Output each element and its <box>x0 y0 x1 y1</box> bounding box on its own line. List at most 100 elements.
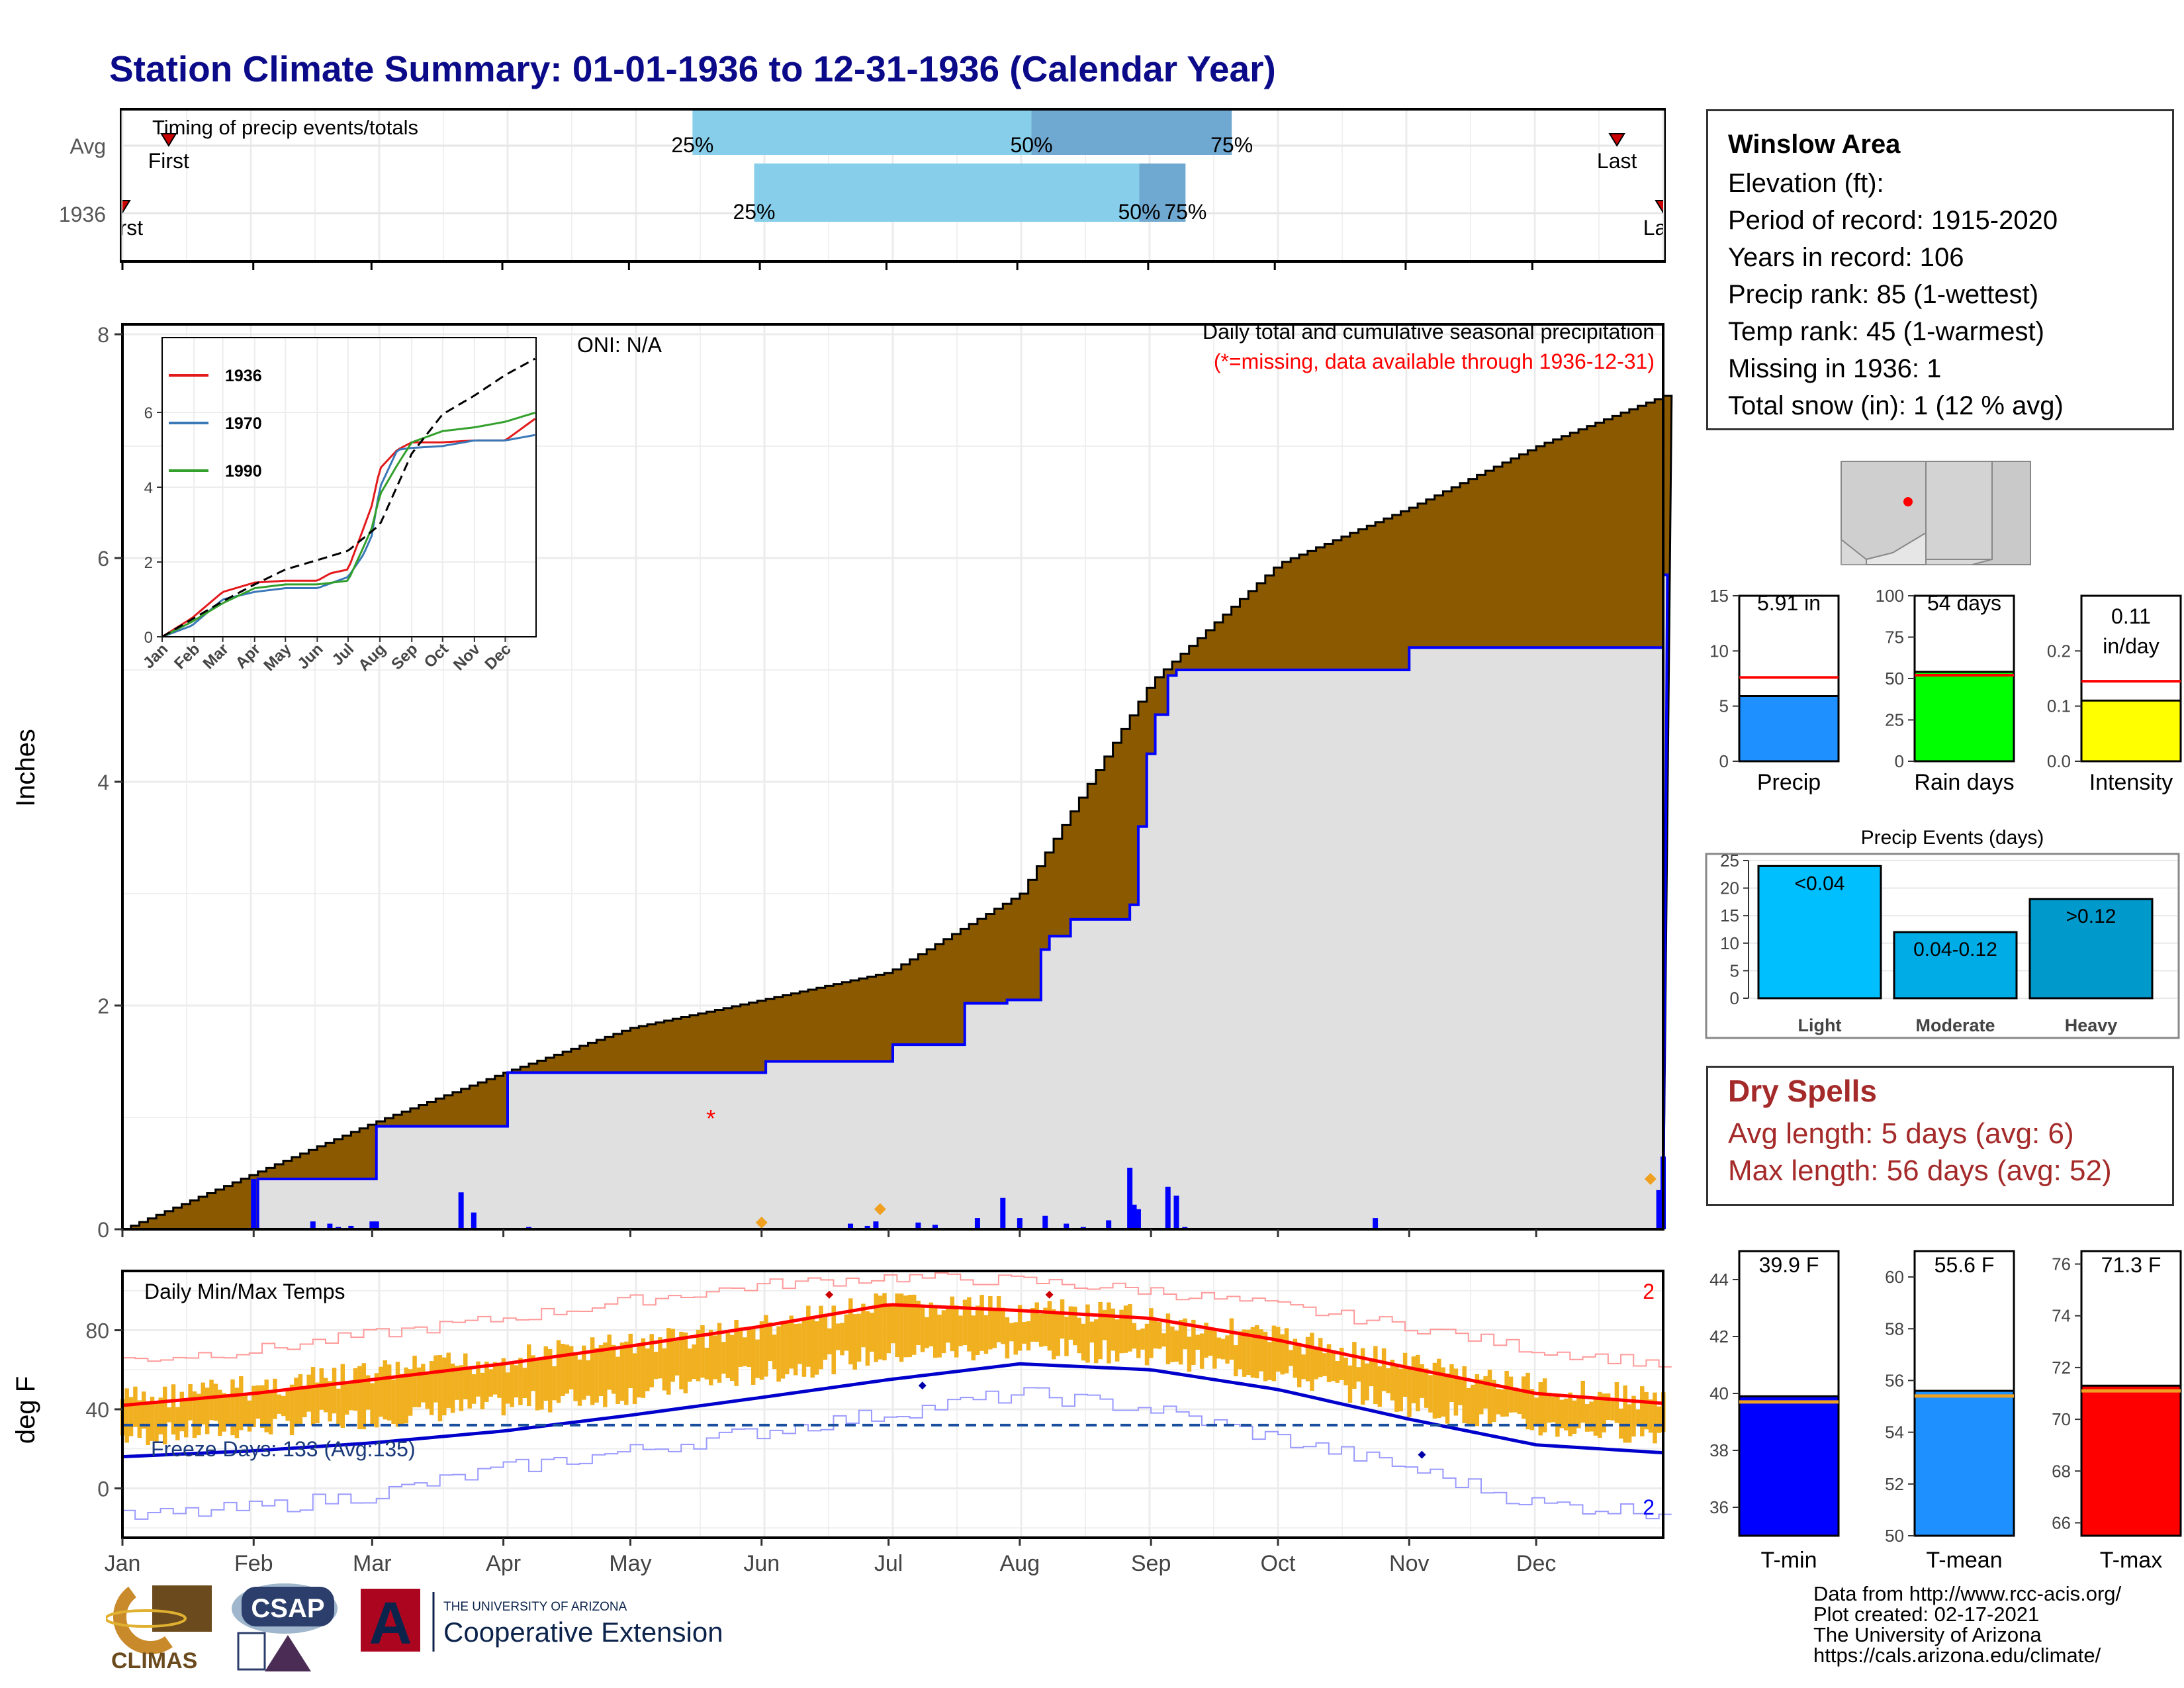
daily-temp-bar <box>294 1378 298 1427</box>
precip-ytick-label: 0 <box>97 1218 109 1242</box>
station-missing: Missing in 1936: 1 <box>1728 354 1942 383</box>
timing-row-avg-label: Avg <box>69 134 106 158</box>
daily-temp-bar <box>128 1397 134 1436</box>
inset-ytick-label: 0 <box>144 629 153 647</box>
daily-temp-bar <box>1022 1322 1026 1344</box>
daily-temp-bar <box>1107 1302 1111 1364</box>
daily-temp-bar <box>552 1366 557 1401</box>
daily-temp-bar <box>1216 1337 1221 1359</box>
tgauge-ytick-label: 58 <box>1885 1319 1904 1338</box>
tgauge-ytick-label: 44 <box>1709 1270 1729 1289</box>
daily-temp-bar <box>1420 1364 1424 1398</box>
daily-temp-bar <box>209 1380 214 1421</box>
daily-temp-bar <box>582 1345 586 1400</box>
daily-precip-bar <box>848 1223 854 1229</box>
daily-temp-bar <box>1369 1360 1374 1387</box>
daily-temp-bar <box>1187 1336 1192 1372</box>
daily-temp-bar <box>446 1352 451 1408</box>
daily-temp-bar <box>1517 1389 1522 1415</box>
timing-first-marker <box>160 133 177 147</box>
month-label: Jul <box>874 1551 903 1575</box>
daily-temp-bar <box>764 1315 768 1377</box>
daily-temp-bar <box>590 1337 595 1405</box>
precip-event-marker <box>874 1203 886 1215</box>
daily-temp-bar <box>1542 1378 1547 1432</box>
daily-temp-bar <box>979 1295 984 1351</box>
daily-temp-bar <box>1111 1308 1116 1351</box>
daily-precip-bar <box>1373 1218 1379 1229</box>
daily-temp-bar <box>1407 1368 1412 1417</box>
gauge-ytick-label: 0 <box>1895 751 1904 771</box>
daily-precip-bar <box>1000 1197 1006 1229</box>
station-name: Winslow Area <box>1728 130 1901 159</box>
daily-temp-bar <box>941 1310 946 1354</box>
daily-temp-bar <box>1165 1313 1171 1364</box>
daily-temp-bar <box>1398 1368 1403 1412</box>
ua-small-text: THE UNIVERSITY OF ARIZONA <box>443 1600 627 1614</box>
daily-temp-bar <box>349 1380 353 1411</box>
daily-temp-bar <box>1411 1356 1416 1403</box>
credit-data-source: Data from http://www.rcc-acis.org/ <box>1813 1582 2122 1605</box>
daily-temp-bar <box>1441 1367 1445 1417</box>
month-label: Mar <box>353 1551 392 1575</box>
daily-temp-bar <box>1462 1366 1467 1423</box>
daily-temp-bar <box>992 1307 997 1348</box>
gauge-ytick-label: 100 <box>1876 586 1904 606</box>
daily-temp-bar <box>776 1326 781 1382</box>
daily-precip-bar <box>974 1218 980 1229</box>
daily-temp-bar <box>1098 1301 1103 1360</box>
precip-frame <box>121 323 1664 1231</box>
precip-ytick-label: 4 <box>97 771 109 794</box>
gauge-ytick-label: 25 <box>1885 710 1904 730</box>
daily-temp-bar <box>806 1305 811 1367</box>
daily-temp-bar <box>1390 1360 1395 1401</box>
daily-temp-bar <box>484 1361 489 1403</box>
station-period: Period of record: 1915-2020 <box>1728 206 2058 235</box>
month-label: May <box>609 1551 651 1575</box>
daily-temp-bar <box>1102 1309 1107 1340</box>
daily-temp-bar <box>831 1305 836 1375</box>
daily-temp-bar <box>1284 1328 1289 1374</box>
daily-temp-bar <box>1653 1392 1657 1444</box>
logos: CLIMAS CSAP A THE UNIVERSITY OF ARIZONA … <box>106 1583 723 1673</box>
tgauge-ytick-label: 72 <box>2052 1358 2071 1378</box>
daily-temp-bar <box>823 1314 828 1360</box>
daily-temp-bar <box>146 1401 150 1446</box>
record-high-marker <box>825 1290 834 1299</box>
daily-temp-bar <box>865 1311 870 1366</box>
daily-temp-bar <box>1458 1378 1463 1405</box>
month-label: Dec <box>1516 1551 1556 1575</box>
daily-temp-bar <box>344 1382 349 1415</box>
daily-temp-bar <box>197 1393 201 1436</box>
daily-temp-bar <box>696 1329 701 1382</box>
daily-temp-bar <box>1267 1342 1272 1380</box>
daily-temp-bar <box>1648 1399 1653 1433</box>
daily-temp-bar <box>476 1361 480 1397</box>
timing-bar-50-75 <box>1139 164 1186 222</box>
inset-legend-label: 1936 <box>225 367 262 385</box>
daily-temp-bar <box>543 1346 549 1401</box>
timing-last-label: Last <box>1597 149 1637 173</box>
daily-temp-bar <box>988 1295 993 1350</box>
climas-logo: CLIMAS <box>106 1585 212 1673</box>
tgauge-ytick-label: 70 <box>2052 1409 2071 1429</box>
daily-temp-bar <box>1640 1386 1645 1436</box>
daily-temp-bar <box>1343 1357 1348 1385</box>
daily-temp-bar <box>1005 1317 1010 1359</box>
daily-temp-bar <box>1402 1352 1408 1397</box>
daily-temp-bar <box>920 1305 925 1352</box>
timing-p25-label: 25% <box>671 133 713 157</box>
daily-temp-bar <box>480 1372 485 1409</box>
cumulative-1936-area <box>122 573 1669 1231</box>
daily-temp-bar <box>1471 1384 1475 1427</box>
daily-temp-bar <box>1089 1321 1095 1343</box>
daily-temp-bar <box>230 1379 235 1436</box>
tgauge-ytick-label: 56 <box>1885 1370 1904 1390</box>
daily-temp-bar <box>925 1317 929 1348</box>
tgauge-ytick-label: 74 <box>2052 1306 2071 1326</box>
daily-temp-bar <box>937 1314 942 1358</box>
daily-temp-bar <box>154 1401 159 1443</box>
daily-temp-bar <box>1551 1396 1556 1423</box>
daily-temp-bar <box>725 1333 731 1378</box>
